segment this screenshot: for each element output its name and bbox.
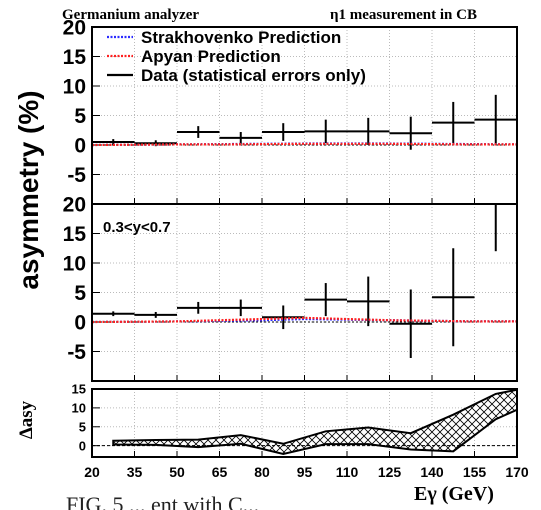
x-tick-label: 140 [420,464,444,480]
y-tick-label: 20 [63,17,86,40]
panel-top: 20 15 10 5 0 -5 [63,17,518,205]
y-tick-label: 5 [79,419,86,434]
y-tick-label: 0 [74,312,86,335]
y-tick-label: 15 [72,382,86,397]
caption-fragment: FIG. 5 ... ent with C... [66,492,259,510]
y-tick-label: 5 [74,105,86,128]
bottom-y-axis-title: Δasy [16,400,37,439]
x-tick-label: 155 [463,464,487,480]
panel-annotation: 0.3<y<0.7 [103,219,171,236]
prediction-line [91,316,517,324]
y-tick-label: -5 [67,341,86,364]
y-tick-label: 15 [63,223,87,246]
y-tick-label: -5 [67,164,86,187]
y-tick-label: 10 [63,76,86,99]
y-tick-label: 20 [63,194,86,217]
panel-frame [91,388,518,458]
y-tick-label: 15 [63,46,87,69]
y-tick-label: 0 [74,135,86,158]
legend-label: Strakhovenko Prediction [141,28,341,47]
x-tick-label: 110 [336,464,359,480]
panel-frame [91,203,518,382]
prediction-line [91,142,517,147]
x-tick-label: 170 [505,464,529,480]
y-tick-label: 10 [63,253,86,276]
x-tick-label: 50 [169,464,185,480]
x-tick-label: 65 [212,464,228,480]
header-right: η1 measurement in CB [330,7,477,23]
legend-label: Apyan Prediction [141,47,281,66]
y-tick-label: 0 [79,438,86,453]
legend-label: Data (statistical errors only) [141,66,366,85]
difference-band [112,388,518,456]
x-tick-label: 35 [127,464,143,480]
y-tick-label: 10 [72,401,86,416]
x-tick-label: 80 [254,464,270,480]
y-tick-label: 5 [74,282,86,305]
y-axis-title: asymmetry (%) [13,90,44,289]
header-left: Germanium analyzer [62,7,199,23]
x-tick-label: 125 [378,464,402,480]
x-axis-title: Eγ (GeV) [414,483,494,505]
panel-middle: 20 15 10 5 0 -5 [63,194,518,382]
x-tick-label: 95 [297,464,313,480]
x-tick-label: 20 [84,464,100,480]
